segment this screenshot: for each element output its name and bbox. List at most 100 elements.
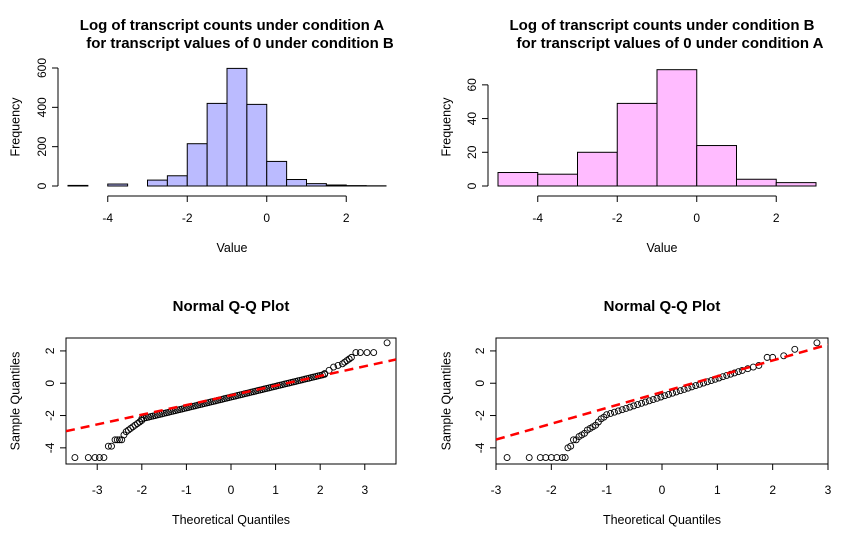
y-tick-label: 0 bbox=[43, 380, 57, 387]
qq-point bbox=[813, 339, 821, 347]
chart-title: Normal Q-Q Plot bbox=[604, 298, 721, 315]
qq-point bbox=[536, 454, 544, 461]
x-tick-label: -2 bbox=[182, 211, 193, 225]
qq-point bbox=[339, 360, 346, 368]
y-tick-label: 60 bbox=[465, 78, 479, 92]
x-tick-label: 2 bbox=[769, 483, 776, 497]
panel-4: Normal Q-Q Plot Theoretical Quantiles Samp… bbox=[439, 298, 831, 527]
y-axis-label: Frequency bbox=[439, 97, 453, 157]
x-axis: -4 -2 0 2 bbox=[102, 195, 350, 225]
x-axis-label: Value bbox=[646, 241, 677, 255]
y-tick-label: 40 bbox=[465, 112, 479, 126]
qq-point bbox=[129, 423, 137, 431]
qq-point bbox=[645, 397, 653, 405]
histogram-bar bbox=[696, 145, 737, 187]
qq-point bbox=[347, 353, 355, 361]
chart-title: Log of transcript counts under condition… bbox=[80, 17, 385, 34]
x-tick-label: 0 bbox=[263, 211, 270, 225]
qq-point bbox=[363, 349, 371, 356]
y-tick-label: 2 bbox=[473, 347, 487, 354]
y-tick-label: 2 bbox=[43, 347, 57, 354]
qq-point bbox=[791, 345, 799, 353]
qq-point bbox=[665, 391, 673, 398]
qq-point bbox=[703, 378, 711, 386]
qq-point bbox=[738, 366, 746, 374]
qq-point bbox=[542, 454, 550, 461]
qq-point bbox=[356, 349, 364, 356]
qq-point bbox=[561, 454, 569, 461]
x-tick-label: -3 bbox=[92, 483, 103, 497]
y-axis-label: Frequency bbox=[8, 97, 22, 157]
qq-point bbox=[84, 454, 92, 461]
y-axis: 0 20 40 60 bbox=[465, 78, 489, 189]
qq-point bbox=[618, 406, 626, 414]
qq-point bbox=[334, 362, 342, 369]
qq-point bbox=[547, 454, 555, 461]
x-tick-label: -1 bbox=[601, 483, 612, 497]
histogram-bar bbox=[306, 183, 327, 187]
qq-point bbox=[133, 420, 141, 428]
y-tick-label: -4 bbox=[473, 442, 487, 453]
x-tick-label: 2 bbox=[343, 211, 350, 225]
x-tick-label: -4 bbox=[532, 211, 543, 225]
panel-2: Log of transcript counts under condition… bbox=[439, 17, 823, 255]
qq-point bbox=[124, 426, 132, 434]
x-tick-label: -2 bbox=[546, 483, 557, 497]
qq-point bbox=[525, 454, 533, 461]
qq-point bbox=[553, 454, 561, 461]
x-tick-label: 2 bbox=[773, 211, 780, 225]
y-tick-label: 20 bbox=[465, 145, 479, 159]
x-tick-label: 2 bbox=[317, 483, 324, 497]
qq-point bbox=[116, 436, 123, 444]
qq-point bbox=[91, 454, 99, 461]
histogram-bar bbox=[537, 173, 578, 187]
x-tick-label: 0 bbox=[659, 483, 666, 497]
x-tick-label: 1 bbox=[714, 483, 721, 497]
y-tick-label: -4 bbox=[43, 442, 57, 453]
y-tick-label: 0 bbox=[473, 380, 487, 387]
x-axis-label: Theoretical Quantiles bbox=[603, 513, 721, 527]
qq-point bbox=[131, 421, 139, 429]
histogram-bar bbox=[577, 151, 618, 187]
qq-point bbox=[330, 363, 338, 371]
y-tick-label: -2 bbox=[43, 410, 57, 421]
qq-point bbox=[626, 403, 634, 411]
qq-point bbox=[111, 436, 119, 444]
qq-point bbox=[614, 407, 622, 415]
x-tick-label: 3 bbox=[361, 483, 368, 497]
qq-point bbox=[122, 428, 130, 436]
histogram-bar bbox=[656, 69, 698, 187]
qq-point bbox=[676, 387, 684, 395]
histogram-bar bbox=[226, 67, 248, 187]
chart-title: Normal Q-Q Plot bbox=[173, 298, 290, 315]
qq-point bbox=[345, 355, 353, 363]
histogram-bar bbox=[325, 184, 347, 187]
qq-point bbox=[607, 410, 614, 417]
qq-point bbox=[343, 357, 351, 365]
qq-point bbox=[341, 358, 349, 366]
histogram-bar bbox=[286, 179, 307, 187]
y-tick-label: -2 bbox=[473, 410, 487, 421]
qq-point bbox=[370, 349, 378, 356]
qq-point bbox=[630, 402, 638, 410]
qq-point bbox=[638, 399, 645, 407]
qq-point bbox=[680, 385, 688, 393]
qq-point bbox=[352, 349, 360, 356]
qq-point bbox=[503, 454, 511, 461]
qq-point bbox=[127, 425, 135, 432]
qq-point bbox=[653, 394, 661, 402]
y-axis: -4 -2 0 2 bbox=[43, 347, 66, 453]
y-tick-label: 200 bbox=[35, 136, 49, 156]
chart-title: for transcript values of 0 under conditi… bbox=[517, 35, 824, 52]
qq-points bbox=[503, 339, 821, 461]
histogram-bar bbox=[147, 179, 168, 187]
qq-points bbox=[71, 339, 391, 461]
histogram-bar bbox=[107, 183, 129, 187]
qq-point bbox=[325, 366, 333, 374]
x-axis: -4 -2 0 2 bbox=[532, 195, 780, 225]
panel-1: Log of transcript counts under condition… bbox=[8, 17, 394, 255]
qq-reference-line bbox=[66, 358, 396, 433]
histogram-bar bbox=[246, 103, 268, 187]
qq-point bbox=[622, 404, 630, 412]
